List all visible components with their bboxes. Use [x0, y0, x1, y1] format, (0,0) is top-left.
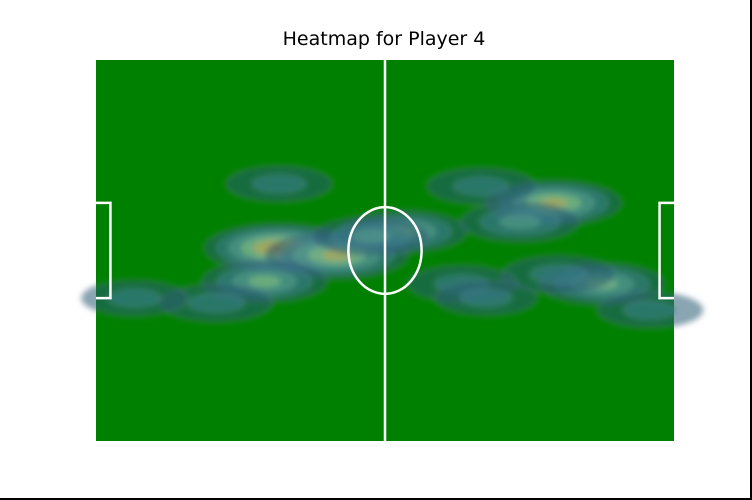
- density-contour: [107, 288, 162, 308]
- density-peak: [225, 165, 333, 203]
- density-contour: [529, 264, 588, 285]
- density-peak: [501, 254, 616, 295]
- centre-circle: [347, 205, 423, 296]
- pitch-markings: [96, 60, 674, 441]
- density-contour: [252, 174, 307, 194]
- density-peak: [434, 279, 539, 317]
- density-contour: [187, 292, 246, 313]
- density-contour: [248, 275, 281, 288]
- right-box: [658, 201, 674, 300]
- density-layer: [80, 165, 704, 329]
- density-contour: [622, 300, 677, 320]
- density-peak: [459, 201, 581, 243]
- density-peak: [596, 291, 704, 329]
- density-contour: [459, 288, 513, 308]
- density-peak: [311, 215, 430, 257]
- left-box: [96, 201, 112, 300]
- chart-title: Heatmap for Player 4: [282, 28, 486, 50]
- density-peak: [425, 166, 537, 206]
- density-contour: [453, 176, 510, 196]
- density-peak: [159, 283, 274, 323]
- density-contour: [499, 214, 541, 230]
